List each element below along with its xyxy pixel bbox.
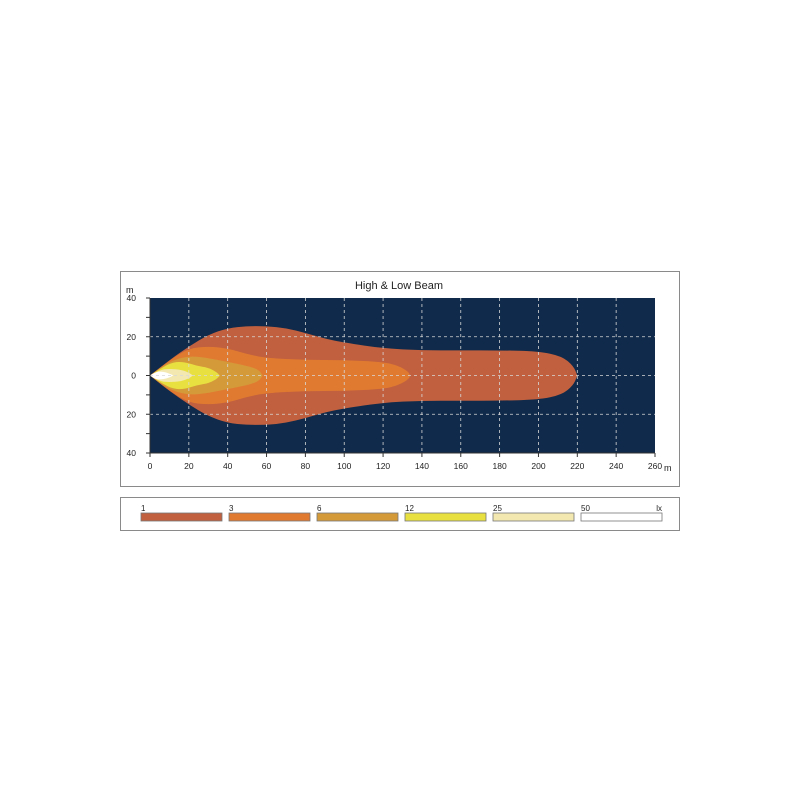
legend-label: 25	[493, 504, 502, 513]
x-tick-label: 200	[531, 461, 545, 471]
legend-swatch-3	[228, 512, 311, 522]
y-tick-label: 40	[127, 448, 137, 458]
x-tick-label: 260	[648, 461, 662, 471]
legend-swatch-12	[404, 512, 487, 522]
contour-50-lx	[150, 371, 174, 380]
legend-label: 3	[229, 504, 234, 513]
legend-swatch-1	[140, 512, 223, 522]
x-tick-label: 20	[184, 461, 194, 471]
x-tick-label: 100	[337, 461, 351, 471]
legend-swatch-25	[492, 512, 575, 522]
legend-label: 12	[405, 504, 414, 513]
y-tick-label: 20	[127, 409, 137, 419]
x-unit-label: m	[664, 463, 672, 473]
x-tick-label: 180	[493, 461, 507, 471]
legend-swatch-50	[580, 512, 663, 522]
x-tick-label: 0	[148, 461, 153, 471]
x-tick-label: 60	[262, 461, 272, 471]
y-unit-label: m	[126, 285, 134, 295]
x-tick-label: 80	[301, 461, 311, 471]
x-tick-label: 120	[376, 461, 390, 471]
y-tick-label: 40	[127, 293, 137, 303]
chart-title: High & Low Beam	[355, 280, 443, 292]
y-tick-label: 0	[131, 371, 136, 381]
x-tick-label: 160	[454, 461, 468, 471]
legend-label: 1	[141, 504, 146, 513]
x-tick-label: 140	[415, 461, 429, 471]
x-tick-label: 240	[609, 461, 623, 471]
x-tick-label: 220	[570, 461, 584, 471]
x-tick-label: 40	[223, 461, 233, 471]
legend-swatch-6	[316, 512, 399, 522]
legend-unit: lx	[656, 504, 662, 513]
legend-label: 6	[317, 504, 322, 513]
legend-label: 50	[581, 504, 590, 513]
y-tick-label: 20	[127, 332, 137, 342]
